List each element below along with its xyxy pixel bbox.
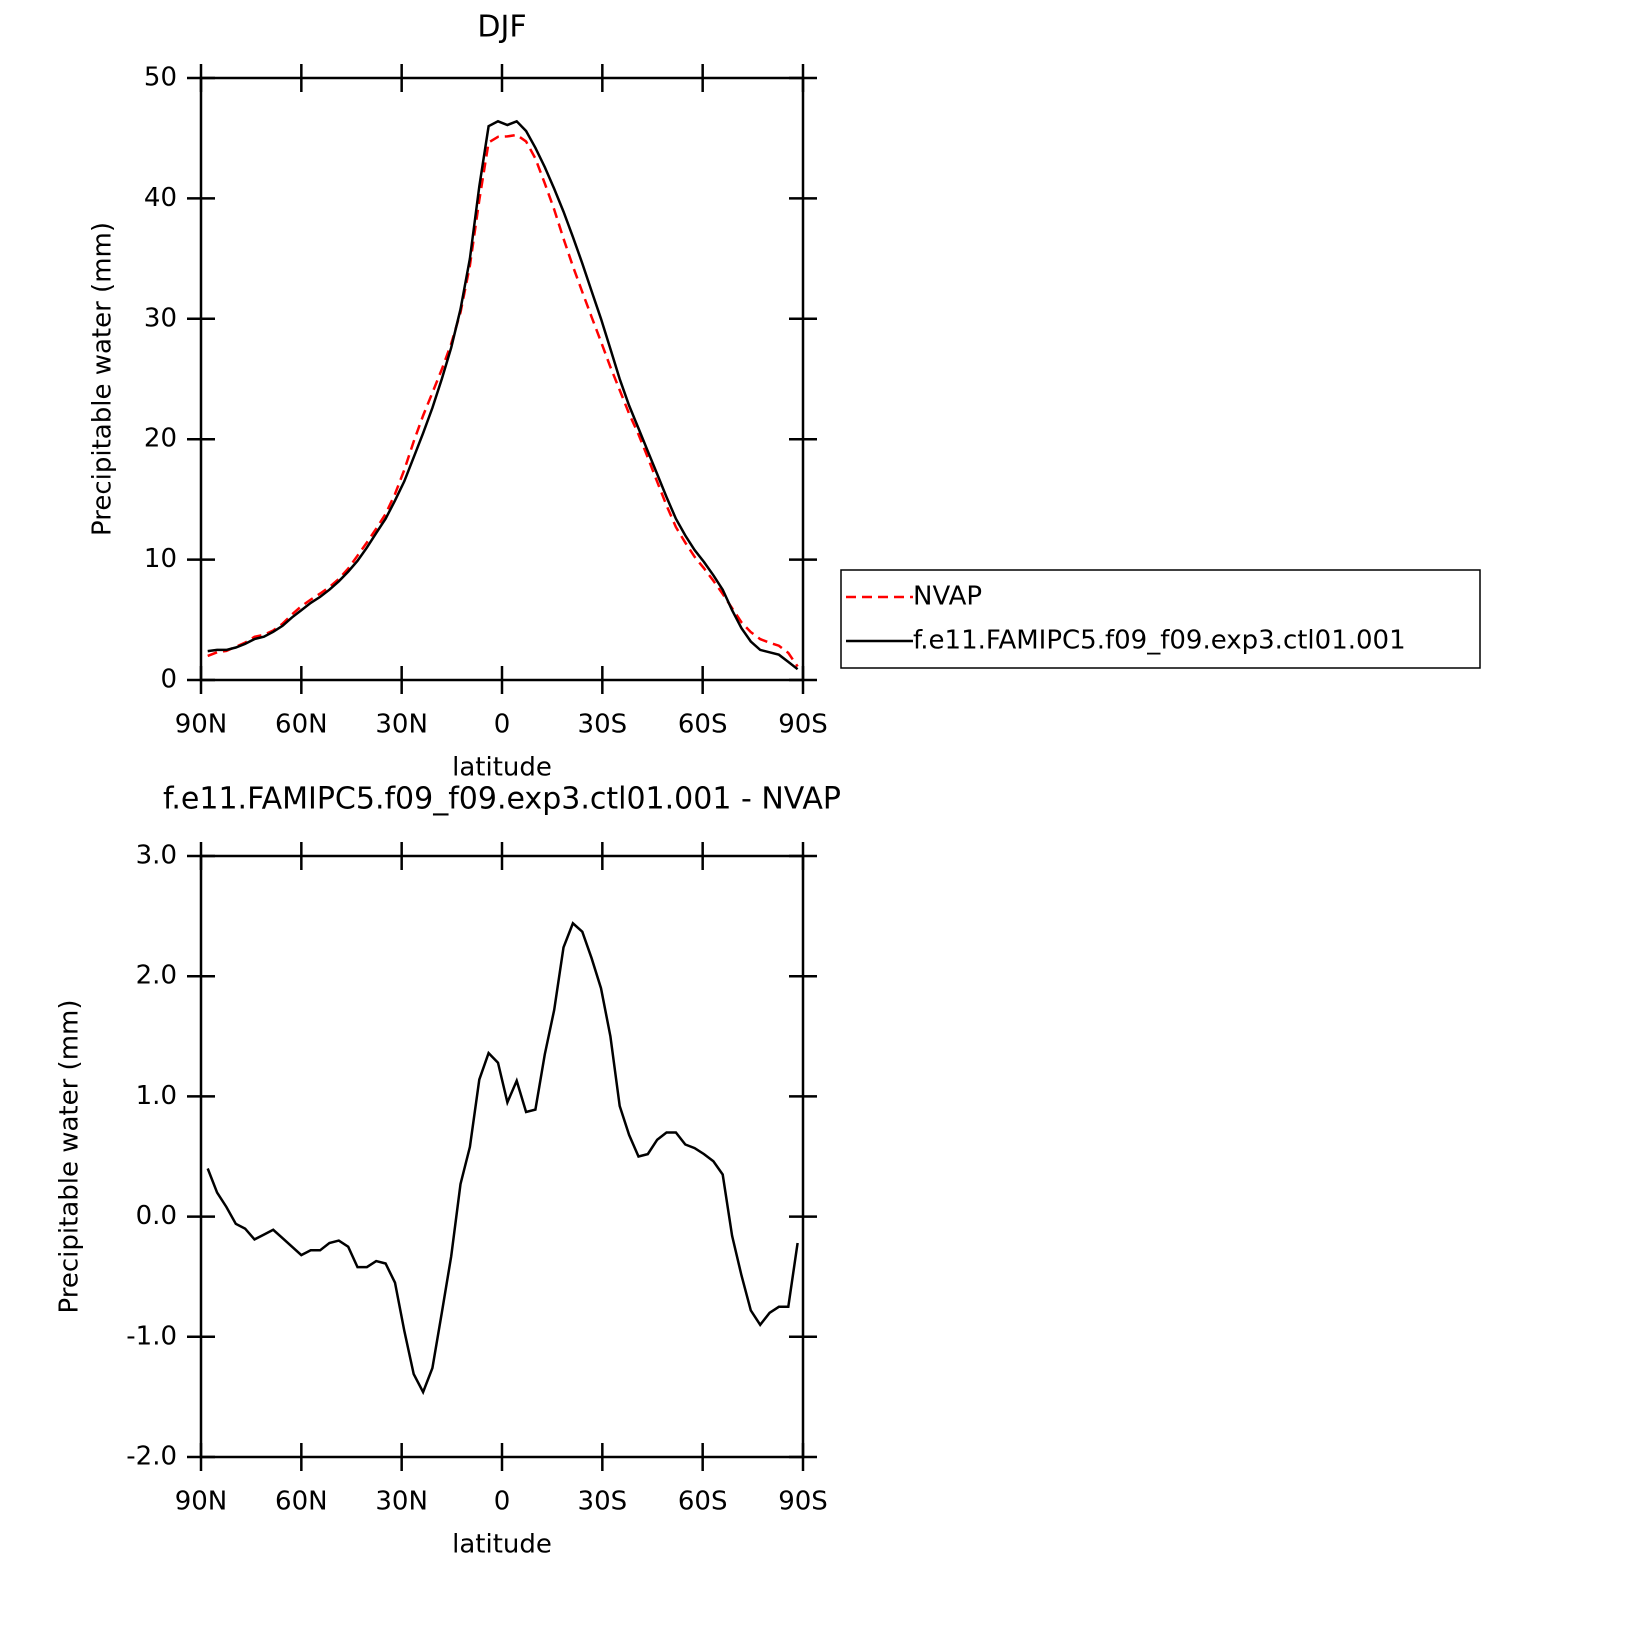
x-tick-label: 30S [578, 710, 628, 740]
legend-label: f.e11.FAMIPC5.f09_f09.exp3.ctl01.001 [913, 626, 1406, 656]
x-axis-label: latitude [452, 1530, 552, 1560]
y-tick-label: 1.0 [136, 1081, 177, 1111]
x-tick-label: 90S [778, 1487, 828, 1517]
legend-label: NVAP [913, 582, 982, 612]
chart-title: f.e11.FAMIPC5.f09_f09.exp3.ctl01.001 - N… [163, 782, 841, 817]
y-axis-label: Precipitable water (mm) [55, 1000, 85, 1314]
data-line [207, 119, 799, 671]
x-tick-label: 60S [678, 1487, 728, 1517]
y-axis-label: Precipitable water (mm) [88, 222, 118, 536]
y-tick-label: 50 [144, 63, 177, 93]
data-line [206, 921, 799, 1396]
x-tick-label: 30N [375, 710, 428, 740]
x-tick-label: 0 [494, 1487, 511, 1517]
x-tick-label: 30S [578, 1487, 628, 1517]
y-tick-label: -2.0 [126, 1442, 177, 1472]
x-tick-label: 90S [778, 710, 828, 740]
y-tick-label: 0 [160, 665, 177, 695]
x-tick-label: 0 [494, 710, 511, 740]
data-line [207, 133, 799, 668]
x-tick-label: 60N [275, 710, 328, 740]
y-tick-label: 40 [144, 183, 177, 213]
x-tick-label: 90N [175, 710, 228, 740]
y-tick-label: 10 [144, 544, 177, 574]
y-tick-label: 2.0 [136, 961, 177, 991]
x-tick-label: 60S [678, 710, 728, 740]
x-tick-label: 60N [275, 1487, 328, 1517]
y-tick-label: 30 [144, 303, 177, 333]
x-tick-label: 30N [375, 1487, 428, 1517]
x-tick-label: 90N [175, 1487, 228, 1517]
y-tick-label: -1.0 [126, 1321, 177, 1351]
x-axis-label: latitude [452, 753, 552, 783]
plot-frame [199, 854, 805, 1459]
plot-frame [199, 76, 805, 682]
legend-box [840, 569, 1481, 669]
y-tick-label: 20 [144, 424, 177, 454]
y-tick-label: 3.0 [136, 841, 177, 871]
y-tick-label: 0.0 [136, 1201, 177, 1231]
chart-title: DJF [477, 10, 526, 45]
